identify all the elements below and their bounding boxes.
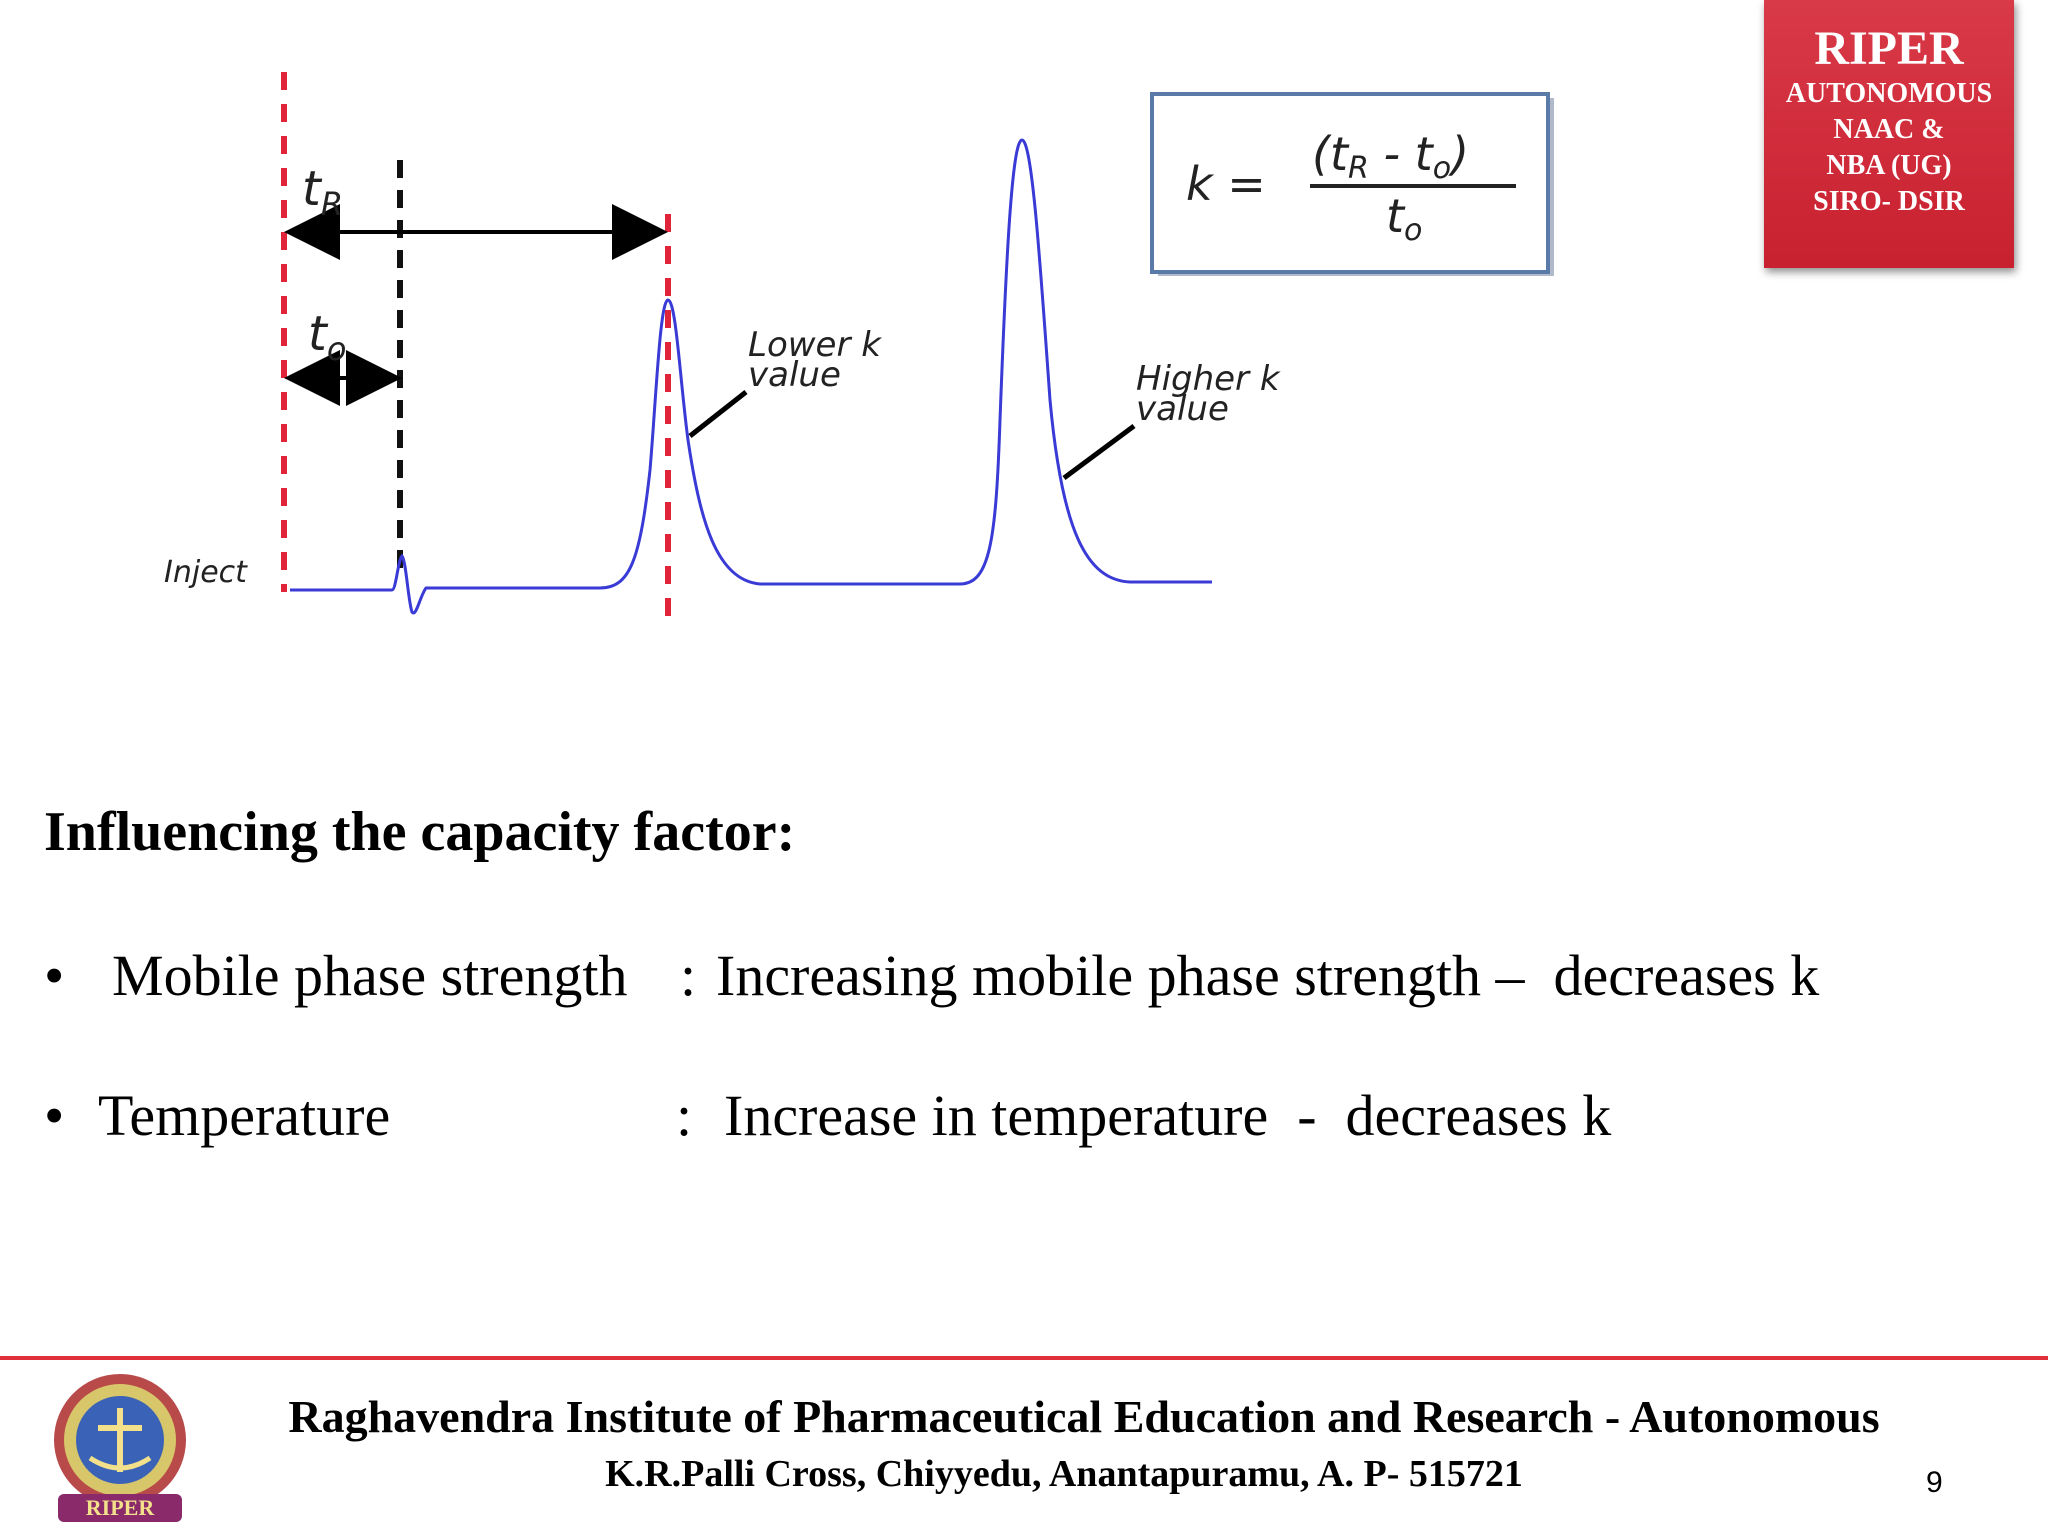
svg-text:to: to [1386, 189, 1422, 248]
bullet-dot: • [44, 943, 65, 1008]
bullet-label: Mobile phase strength [112, 943, 628, 1008]
chromatogram-trace [290, 138, 1212, 615]
t0-label: to [308, 306, 346, 368]
page-number: 9 [1926, 1466, 1943, 1499]
badge-title: RIPER [1814, 22, 1964, 75]
higher-k-label-1: Higher k [1136, 359, 1281, 399]
footer-divider [0, 1356, 2048, 1360]
badge-line-1: AUTONOMOUS [1785, 78, 1993, 109]
institute-name: Raghavendra Institute of Pharmaceutical … [288, 1391, 1880, 1442]
bullet-text: Increase in temperature - decreases k [724, 1083, 1612, 1148]
lower-k-label-1: Lower k [748, 325, 882, 365]
tR-label: tR [302, 161, 343, 223]
lower-k-label-2: value [748, 355, 841, 395]
institute-address: K.R.Palli Cross, Chiyyedu, Anantapuramu,… [605, 1453, 1523, 1495]
higher-k-pointer [1062, 423, 1136, 481]
section-heading: Influencing the capacity factor: [44, 801, 796, 863]
bullet-separator: : [676, 1083, 693, 1148]
svg-text:(tR - to): (tR - to) [1312, 127, 1469, 186]
bullet-separator: : [680, 943, 697, 1008]
inject-label: Inject [164, 555, 248, 590]
bullet-dot: • [44, 1083, 65, 1148]
capacity-factor-formula: k = (tR - to) to [1150, 92, 1554, 276]
badge-line-3: NBA (UG) [1826, 150, 1952, 181]
institute-logo: RIPER [54, 1374, 186, 1522]
badge-line-2: NAAC & [1833, 114, 1945, 145]
bullet-text: Increasing mobile phase strength – decre… [716, 943, 1820, 1008]
logo-text: RIPER [86, 1495, 156, 1520]
badge-line-4: SIRO- DSIR [1813, 186, 1965, 217]
bullet-label: Temperature [98, 1083, 391, 1148]
higher-k-label-2: value [1136, 389, 1229, 429]
svg-text:k =: k = [1186, 157, 1266, 211]
chromatogram-diagram: tR to Inject Lower k value Higher k valu… [164, 72, 1554, 625]
accreditation-badge: RIPER AUTONOMOUS NAAC & NBA (UG) SIRO- D… [1764, 0, 2014, 268]
lower-k-pointer [688, 390, 748, 438]
